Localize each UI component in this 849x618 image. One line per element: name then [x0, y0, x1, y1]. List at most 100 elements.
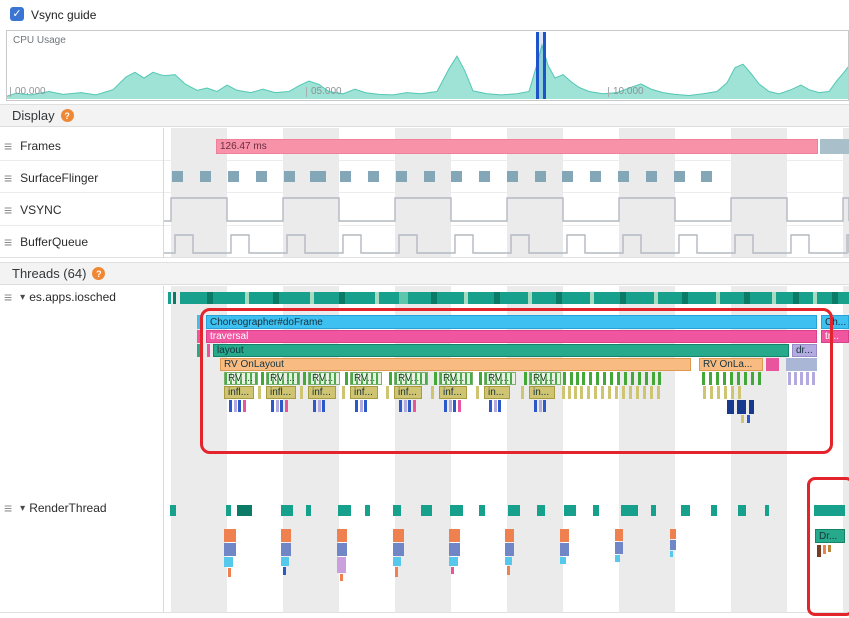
trace-slice[interactable] [589, 372, 592, 385]
thread-state[interactable] [832, 292, 838, 304]
trace-slice[interactable] [703, 386, 706, 399]
thread-state[interactable] [814, 505, 845, 516]
trace-slice[interactable] [303, 372, 306, 385]
trace-slice[interactable] [766, 358, 779, 371]
slice-render[interactable] [670, 551, 673, 557]
slice-render[interactable] [823, 545, 826, 554]
trace-slice[interactable] [476, 386, 479, 399]
thread-state[interactable] [173, 292, 176, 304]
frames-slice[interactable] [820, 139, 849, 154]
trace-slice[interactable] [364, 400, 367, 412]
bufferqueue-row-label[interactable]: BufferQueue [20, 235, 88, 249]
trace-slice[interactable] [355, 400, 358, 412]
slice-render[interactable] [670, 540, 676, 550]
trace-slice[interactable] [322, 400, 325, 412]
trace-slice[interactable] [261, 372, 264, 385]
grip-icon[interactable]: ≡ [4, 202, 13, 218]
surfaceflinger-event[interactable] [172, 171, 183, 182]
vsync-selection-marker[interactable] [536, 32, 546, 99]
thread-state[interactable] [170, 505, 176, 516]
surfaceflinger-event[interactable] [310, 171, 326, 182]
slice-render[interactable] [281, 543, 291, 556]
slice-render[interactable] [395, 567, 398, 577]
display-section-header[interactable]: Display ? [0, 104, 849, 127]
thread-state[interactable] [375, 292, 379, 304]
slice-draw[interactable]: dr... [792, 344, 817, 357]
slice-render[interactable] [449, 543, 460, 556]
slice-render[interactable] [283, 567, 286, 575]
slice-rv[interactable]: RV... [439, 372, 473, 385]
surfaceflinger-event[interactable] [256, 171, 267, 182]
trace-slice[interactable] [812, 372, 815, 385]
slice-rv[interactable]: RV ... [266, 372, 300, 385]
trace-slice[interactable] [758, 372, 761, 385]
frames-row-label[interactable]: Frames [20, 139, 61, 153]
trace-slice[interactable] [806, 372, 809, 385]
trace-slice[interactable] [710, 386, 713, 399]
slice-render[interactable] [615, 555, 620, 562]
thread-state[interactable] [273, 292, 279, 304]
trace-slice[interactable] [258, 386, 261, 399]
trace-slice[interactable] [580, 386, 583, 399]
surfaceflinger-event[interactable] [646, 171, 657, 182]
slice-render[interactable] [449, 557, 458, 566]
grip-icon[interactable]: ≡ [4, 170, 13, 186]
trace-slice[interactable] [300, 386, 303, 399]
thread-state[interactable] [765, 505, 769, 516]
trace-slice[interactable] [724, 386, 727, 399]
trace-slice[interactable] [594, 386, 597, 399]
trace-slice[interactable] [737, 400, 746, 414]
grip-icon[interactable]: ≡ [4, 500, 13, 516]
slice-render[interactable] [281, 557, 289, 566]
trace-slice[interactable] [197, 344, 201, 357]
trace-slice[interactable] [751, 372, 754, 385]
surfaceflinger-event[interactable] [340, 171, 351, 182]
thread-state[interactable] [813, 292, 817, 304]
surfaceflinger-event[interactable] [228, 171, 239, 182]
trace-slice[interactable] [386, 386, 389, 399]
trace-slice[interactable] [800, 372, 803, 385]
slice-rv-onlayout[interactable]: RV OnLa... [699, 358, 763, 371]
trace-slice[interactable] [313, 400, 316, 412]
trace-slice[interactable] [408, 400, 411, 412]
trace-slice[interactable] [521, 386, 524, 399]
slice-render[interactable] [224, 529, 236, 542]
trace-slice[interactable] [574, 386, 577, 399]
trace-slice[interactable] [747, 415, 750, 423]
thread-state[interactable] [281, 505, 293, 516]
trace-slice[interactable] [638, 372, 641, 385]
slice-inflate[interactable]: inf... [308, 386, 336, 399]
slice-render[interactable] [505, 557, 512, 565]
slice-render[interactable] [228, 568, 231, 577]
surfaceflinger-event[interactable] [200, 171, 211, 182]
threads-section-header[interactable]: Threads (64) ? [0, 262, 849, 285]
slice-inflate[interactable]: infl... [224, 386, 254, 399]
grip-icon[interactable]: ≡ [4, 138, 13, 154]
trace-slice[interactable] [608, 386, 611, 399]
vsync-guide-checkbox[interactable]: ✓ [10, 7, 24, 21]
thread-state[interactable] [716, 292, 720, 304]
thread-state[interactable] [508, 505, 520, 516]
slice-render[interactable] [449, 529, 460, 542]
trace-slice[interactable] [524, 372, 527, 385]
thread-state[interactable] [339, 292, 345, 304]
thread-state[interactable] [245, 292, 249, 304]
trace-slice[interactable] [603, 372, 606, 385]
trace-slice[interactable] [650, 386, 653, 399]
iosched-thread-label[interactable]: es.apps.iosched [29, 290, 116, 304]
thread-state[interactable] [738, 505, 746, 516]
slice-render[interactable] [451, 567, 454, 574]
thread-state[interactable] [450, 505, 463, 516]
slice-render[interactable] [507, 566, 510, 575]
trace-slice[interactable] [749, 400, 754, 414]
trace-slice[interactable] [738, 386, 741, 399]
thread-state[interactable] [479, 505, 485, 516]
cpu-usage-panel[interactable]: CPU Usage 00.000 05.000 10.000 [6, 30, 849, 101]
thread-state[interactable] [494, 292, 500, 304]
surfaceflinger-event[interactable] [674, 171, 685, 182]
thread-state[interactable] [237, 505, 252, 516]
trace-slice[interactable] [730, 372, 733, 385]
trace-slice[interactable] [285, 400, 288, 412]
trace-slice[interactable] [243, 400, 246, 412]
grip-icon[interactable]: ≡ [4, 234, 13, 250]
